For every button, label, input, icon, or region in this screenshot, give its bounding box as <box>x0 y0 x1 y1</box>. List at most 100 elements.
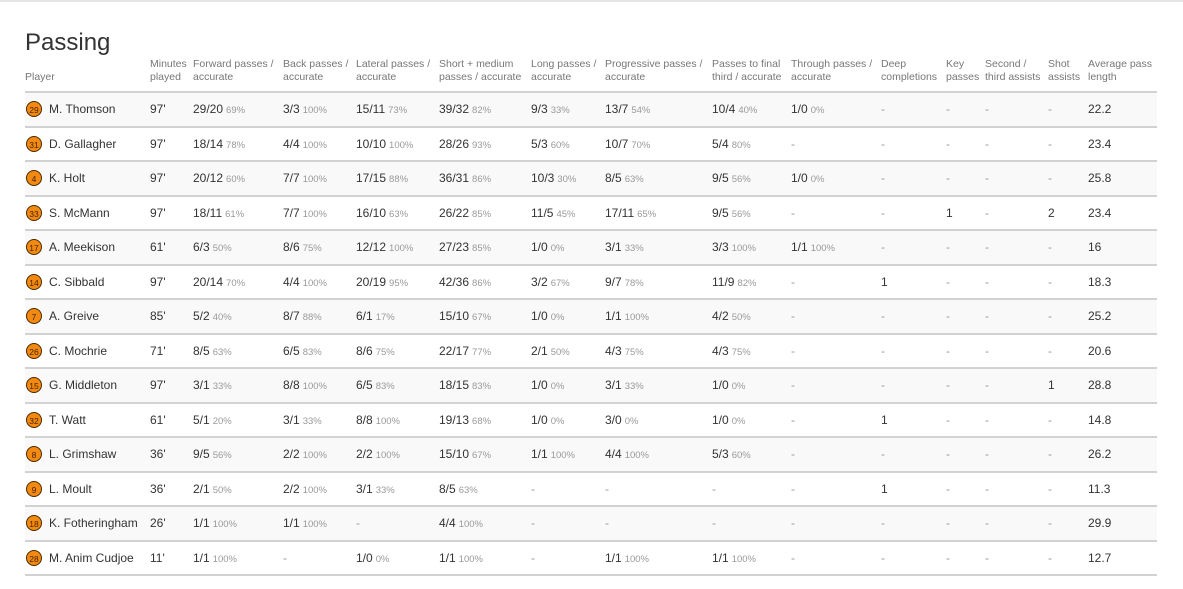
player-cell[interactable]: 18 K. Fotheringham <box>25 506 150 542</box>
accuracy-percent: 75% <box>731 346 751 358</box>
accuracy-percent: 100% <box>302 139 327 151</box>
column-header-progressive-passes[interactable]: Progressive passes / accurate <box>605 58 703 83</box>
accuracy-percent: 68% <box>472 415 492 427</box>
player-cell[interactable]: 33 S. McMann <box>25 195 150 231</box>
player-name[interactable]: M. Thomson <box>49 102 116 117</box>
back-passes-cell: 7/7 100% <box>283 195 356 231</box>
table-row[interactable]: 29 M. Thomson 97' 29/20 69% 3/3 100% 15/11 73% 39… <box>25 92 1157 128</box>
lateral-passes-cell: 2/2 100% <box>356 437 439 473</box>
player-name[interactable]: A. Greive <box>49 309 100 324</box>
player-cell[interactable]: 31 D. Gallagher <box>25 126 150 162</box>
player-name[interactable]: C. Sibbald <box>49 274 105 289</box>
value: 25.2 <box>1088 309 1112 324</box>
player-name[interactable]: L. Grimshaw <box>49 447 117 462</box>
accuracy-percent: 63% <box>389 208 409 220</box>
player-cell[interactable]: 14 C. Sibbald <box>25 264 150 300</box>
column-header-deep-completions[interactable]: Deep completions <box>881 58 938 83</box>
second-third-assists-cell: - <box>985 195 1048 231</box>
table-row[interactable]: 31 D. Gallagher 97' 18/14 78% 4/4 100% 10/10 100… <box>25 126 1157 162</box>
player-cell[interactable]: 8 L. Grimshaw <box>25 437 150 473</box>
column-header-back-passes[interactable]: Back passes / accurate <box>283 58 349 83</box>
key-passes-cell: - <box>946 333 985 369</box>
column-header-forward-passes[interactable]: Forward passes / accurate <box>193 58 274 83</box>
value: 8/8 <box>356 412 373 427</box>
key-passes-cell: - <box>946 299 985 335</box>
column-header-player[interactable]: Player <box>25 71 55 83</box>
table-row[interactable]: 7 A. Greive 85' 5/2 40% 8/7 88% 6/1 17% 15/10 67% 1… <box>25 299 1157 335</box>
table-row[interactable]: 15 G. Middleton 97' 3/1 33% 8/8 100% 6/5 83% 18/1… <box>25 368 1157 404</box>
minutes-cell: 11' <box>150 540 193 576</box>
column-header-short-medium-passes[interactable]: Short + medium passes / accurate <box>439 58 522 83</box>
column-header-shot-assists[interactable]: Shot assists <box>1048 58 1081 83</box>
value: 2/1 <box>531 343 548 358</box>
average-pass-length-cell: 28.8 <box>1088 368 1157 404</box>
table-row[interactable]: 33 S. McMann 97' 18/11 61% 7/7 100% 16/10 63% 26/… <box>25 195 1157 231</box>
player-name[interactable]: M. Anim Cudjoe <box>49 550 134 565</box>
passes-final-third-cell: 3/3 100% <box>712 230 791 266</box>
value: - <box>946 343 950 358</box>
value: - <box>946 309 950 324</box>
table-row[interactable]: 4 K. Holt 97' 20/12 60% 7/7 100% 17/15 88% 36/31 8… <box>25 161 1157 197</box>
column-header-key-passes[interactable]: Key passes <box>946 58 980 83</box>
shot-assists-cell: - <box>1048 264 1088 300</box>
player-cell[interactable]: 15 G. Middleton <box>25 368 150 404</box>
player-name[interactable]: D. Gallagher <box>49 136 117 151</box>
player-cell[interactable]: 4 K. Holt <box>25 161 150 197</box>
player-cell[interactable]: 26 C. Mochrie <box>25 333 150 369</box>
player-cell[interactable]: 7 A. Greive <box>25 299 150 335</box>
value: 8/6 <box>283 240 300 255</box>
accuracy-percent: 0% <box>810 105 825 117</box>
table-row[interactable]: 26 C. Mochrie 71' 8/5 63% 6/5 83% 8/6 75% 22/17 77… <box>25 333 1157 369</box>
player-name[interactable]: S. McMann <box>49 205 110 220</box>
value: 10/3 <box>531 171 555 186</box>
through-passes-cell: - <box>791 264 881 300</box>
accuracy-percent: 40% <box>738 105 758 117</box>
column-header-long-passes[interactable]: Long passes / accurate <box>531 58 597 83</box>
table-row[interactable]: 14 C. Sibbald 97' 20/14 70% 4/4 100% 20/19 95% 42… <box>25 264 1157 300</box>
value: 3/1 <box>193 378 210 393</box>
key-passes-cell: - <box>946 264 985 300</box>
player-cell[interactable]: 29 M. Thomson <box>25 92 150 128</box>
through-passes-cell: 1/1 100% <box>791 230 881 266</box>
table-row[interactable]: 18 K. Fotheringham 26' 1/1 100% 1/1 100% -4/4 10… <box>25 506 1157 542</box>
accuracy-percent: 65% <box>637 208 657 220</box>
player-name[interactable]: L. Moult <box>49 481 92 496</box>
table-row[interactable]: 28 M. Anim Cudjoe 11' 1/1 100% -1/0 0% 1/1 100% -… <box>25 540 1157 576</box>
column-header-passes-final-third[interactable]: Passes to final third / accurate <box>712 58 782 83</box>
table-row[interactable]: 17 A. Meekison 61' 6/3 50% 8/6 75% 12/12 100% 27/… <box>25 230 1157 266</box>
value: - <box>881 343 885 358</box>
value: - <box>791 481 795 496</box>
column-header-through-passes[interactable]: Through passes / accurate <box>791 58 873 83</box>
lateral-passes-cell: 3/1 33% <box>356 471 439 507</box>
player-cell[interactable]: 32 T. Watt <box>25 402 150 438</box>
accuracy-percent: 33% <box>302 415 322 427</box>
shot-assists-cell: - <box>1048 161 1088 197</box>
player-name[interactable]: K. Fotheringham <box>49 516 138 531</box>
player-name[interactable]: K. Holt <box>49 171 86 186</box>
value: - <box>985 240 989 255</box>
value: 7/7 <box>283 171 300 186</box>
column-header-second-third-assists[interactable]: Second / third assists <box>985 58 1041 83</box>
player-name[interactable]: A. Meekison <box>49 240 116 255</box>
long-passes-cell: 1/0 0% <box>531 368 605 404</box>
table-row[interactable]: 9 L. Moult 36' 2/1 50% 2/2 100% 3/1 33% 8/5 63% - - -… <box>25 471 1157 507</box>
forward-passes-cell: 20/12 60% <box>193 161 283 197</box>
value: - <box>985 447 989 462</box>
shirt-number-badge: 9 <box>26 480 42 497</box>
player-name[interactable]: C. Mochrie <box>49 343 108 358</box>
accuracy-percent: 100% <box>212 553 237 565</box>
player-name[interactable]: G. Middleton <box>49 378 118 393</box>
value: - <box>791 274 795 289</box>
player-cell[interactable]: 28 M. Anim Cudjoe <box>25 540 150 576</box>
accuracy-percent: 50% <box>212 484 232 496</box>
table-row[interactable]: 8 L. Grimshaw 36' 9/5 56% 2/2 100% 2/2 100% 15/10… <box>25 437 1157 473</box>
player-cell[interactable]: 17 A. Meekison <box>25 230 150 266</box>
value: - <box>985 309 989 324</box>
column-header-minutes-played[interactable]: Minutes played <box>150 58 187 83</box>
player-name[interactable]: T. Watt <box>49 412 86 427</box>
table-row[interactable]: 32 T. Watt 61' 5/1 20% 3/1 33% 8/8 100% 19/13 68% 1… <box>25 402 1157 438</box>
column-header-average-pass-length[interactable]: Average pass length <box>1088 58 1153 83</box>
player-cell[interactable]: 9 L. Moult <box>25 471 150 507</box>
column-header-lateral-passes[interactable]: Lateral passes / accurate <box>356 58 431 83</box>
value: 4/3 <box>605 343 622 358</box>
